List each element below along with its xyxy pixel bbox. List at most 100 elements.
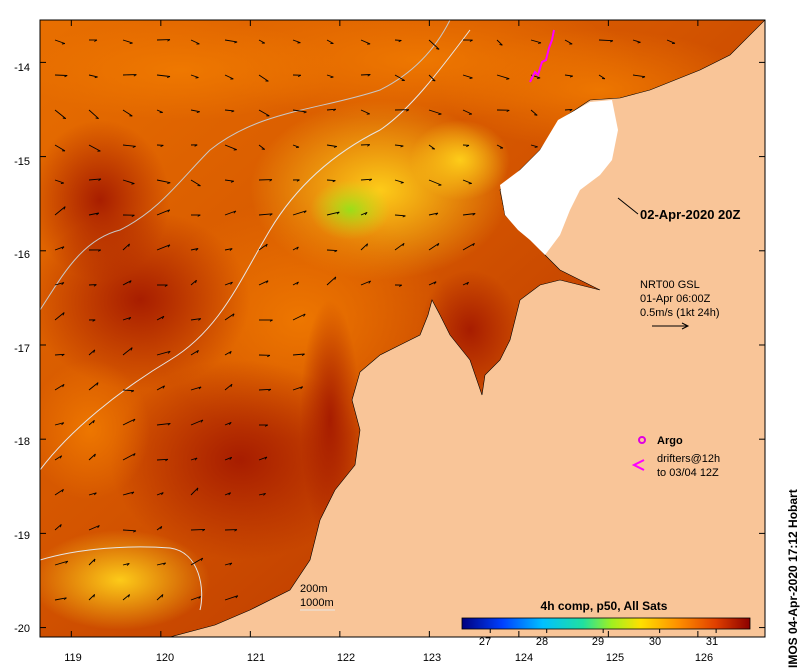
current-vector-head	[268, 388, 272, 392]
current-vector	[122, 316, 131, 321]
current-vector-head	[167, 423, 171, 426]
current-vector	[54, 384, 65, 391]
current-vector	[224, 144, 237, 151]
current-vector-head	[637, 41, 641, 44]
current-vector	[292, 313, 306, 321]
current-vector	[54, 489, 64, 496]
current-vector	[360, 243, 368, 251]
lon-label-125: 125	[606, 652, 624, 664]
current-vector	[258, 144, 265, 150]
current-vector-head	[228, 422, 232, 425]
current-vector-head	[95, 117, 99, 120]
current-vector	[54, 246, 65, 251]
current-vector-head	[332, 180, 336, 183]
current-vector	[190, 39, 200, 45]
scale-arrowhead-icon	[681, 322, 690, 330]
current-vector	[462, 243, 475, 251]
current-vector-head	[433, 281, 437, 285]
current-vector-head	[198, 596, 201, 599]
current-vector	[394, 214, 406, 217]
current-vector	[54, 455, 62, 461]
current-vector	[292, 246, 299, 251]
drifter-marker-icon	[631, 459, 645, 471]
lat-label-m17: -17	[14, 343, 30, 355]
contour-1000m	[40, 29, 471, 471]
current-vector-head	[164, 284, 168, 287]
current-vector-head	[61, 43, 65, 45]
lon-label-123: 123	[423, 652, 441, 664]
drifters-line2: to 03/04 12Z	[657, 467, 719, 479]
current-vector-head	[230, 180, 234, 183]
current-vector	[156, 350, 171, 356]
current-vector-head	[333, 146, 337, 148]
current-vector-head	[336, 211, 340, 215]
lat-label-m15: -15	[14, 156, 30, 168]
current-vector	[462, 213, 476, 216]
current-vector-head	[234, 41, 238, 44]
current-vector-head	[432, 79, 436, 82]
current-vector	[360, 109, 370, 115]
current-vector-head	[229, 351, 232, 355]
current-vector-head	[96, 382, 99, 386]
current-title: NRT00 GSL	[640, 279, 700, 291]
current-vector	[428, 39, 440, 50]
current-vector	[258, 243, 268, 251]
current-vector	[258, 492, 266, 496]
current-vector-head	[534, 146, 538, 148]
current-vector	[122, 144, 136, 147]
current-vector	[54, 109, 67, 119]
current-vector-head	[61, 282, 65, 286]
current-vector-head	[92, 420, 95, 424]
current-vector	[88, 558, 96, 566]
current-vector	[360, 74, 371, 76]
current-legend: NRT00 GSL 01-Apr 06:00Z 0.5m/s (1kt 24h)	[640, 279, 719, 330]
current-vector-head	[537, 77, 541, 79]
current-vector	[190, 318, 201, 321]
current-vector	[258, 74, 269, 82]
current-vector-head	[133, 453, 136, 457]
current-vector	[224, 492, 231, 496]
current-vector	[224, 109, 235, 112]
current-vector-head	[400, 145, 404, 148]
current-vector	[190, 386, 202, 391]
lon-label-122: 122	[337, 652, 355, 664]
current-vector-head	[161, 594, 164, 598]
current-vector	[564, 74, 573, 77]
current-vector	[122, 39, 133, 44]
current-vector	[88, 419, 95, 426]
current-vector	[88, 178, 102, 181]
current-vector-head	[367, 74, 371, 77]
current-vector-head	[266, 280, 269, 284]
lon-label-124: 124	[515, 652, 533, 664]
current-vector-head	[197, 214, 201, 217]
lat-label-m20: -20	[14, 623, 30, 635]
current-vector	[190, 557, 203, 566]
current-vector-head	[96, 212, 100, 216]
current-vector	[88, 594, 95, 601]
current-vector-head	[296, 281, 299, 285]
current-vector-head	[229, 248, 233, 251]
current-vector-head	[364, 212, 368, 216]
current-vector-head	[93, 349, 96, 353]
current-vector	[54, 282, 65, 286]
lat-label-m16: -16	[14, 249, 30, 261]
map-frame	[39, 19, 766, 638]
current-vector	[190, 248, 199, 251]
current-vector	[224, 421, 232, 426]
current-vector	[360, 211, 368, 216]
current-vector-head	[167, 76, 171, 79]
current-vector	[224, 74, 234, 80]
current-vector	[190, 528, 205, 531]
current-vector-head	[297, 74, 302, 77]
lat-label-m14: -14	[14, 62, 30, 74]
current-vector-head	[132, 418, 136, 422]
current-vector	[88, 453, 96, 461]
current-vector	[190, 350, 199, 356]
current-vector-head	[406, 109, 410, 112]
current-vector-head	[132, 145, 136, 148]
current-vector-head	[195, 77, 199, 79]
current-vector	[428, 281, 437, 286]
current-vector	[394, 144, 404, 147]
current-vector	[54, 422, 64, 426]
